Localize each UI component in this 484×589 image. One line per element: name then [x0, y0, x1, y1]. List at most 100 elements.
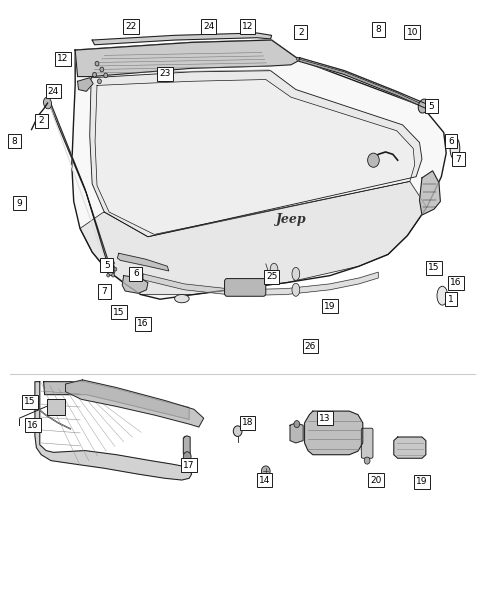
Polygon shape	[80, 181, 426, 294]
Polygon shape	[95, 80, 414, 234]
Text: 19: 19	[415, 477, 427, 487]
Ellipse shape	[291, 283, 299, 296]
Text: 8: 8	[12, 137, 17, 146]
Circle shape	[95, 61, 99, 66]
FancyBboxPatch shape	[8, 134, 21, 148]
Polygon shape	[122, 276, 148, 293]
Circle shape	[183, 452, 191, 461]
Polygon shape	[298, 58, 427, 108]
FancyBboxPatch shape	[35, 114, 47, 128]
FancyBboxPatch shape	[46, 399, 65, 415]
Text: 12: 12	[57, 54, 69, 64]
Text: 17: 17	[183, 461, 195, 470]
FancyBboxPatch shape	[181, 458, 197, 472]
Polygon shape	[393, 437, 425, 458]
FancyBboxPatch shape	[263, 270, 279, 284]
Text: 16: 16	[137, 319, 149, 329]
FancyBboxPatch shape	[100, 258, 113, 272]
Text: 23: 23	[159, 69, 170, 78]
Polygon shape	[72, 40, 445, 299]
Text: 5: 5	[104, 260, 109, 270]
Polygon shape	[419, 171, 439, 215]
Circle shape	[106, 273, 109, 277]
Text: 13: 13	[318, 413, 330, 423]
Text: 7: 7	[454, 154, 460, 164]
Polygon shape	[44, 382, 189, 419]
Text: 24: 24	[47, 87, 59, 96]
Polygon shape	[183, 436, 190, 455]
Text: 6: 6	[447, 137, 453, 146]
Circle shape	[363, 457, 369, 464]
FancyBboxPatch shape	[98, 284, 110, 299]
Text: 2: 2	[297, 28, 303, 37]
Text: 2: 2	[38, 116, 44, 125]
Text: 14: 14	[258, 475, 270, 485]
FancyBboxPatch shape	[361, 428, 372, 458]
FancyBboxPatch shape	[321, 299, 337, 313]
FancyBboxPatch shape	[294, 25, 306, 39]
Ellipse shape	[436, 286, 447, 305]
Polygon shape	[77, 78, 93, 91]
Text: 9: 9	[16, 198, 22, 208]
Polygon shape	[92, 33, 271, 45]
Circle shape	[100, 67, 104, 72]
FancyBboxPatch shape	[424, 99, 437, 113]
FancyBboxPatch shape	[55, 52, 71, 66]
Text: 25: 25	[265, 272, 277, 282]
FancyBboxPatch shape	[444, 292, 456, 306]
Circle shape	[111, 262, 114, 265]
FancyBboxPatch shape	[13, 196, 26, 210]
Circle shape	[97, 79, 101, 84]
Polygon shape	[47, 100, 111, 271]
FancyBboxPatch shape	[371, 22, 384, 37]
Polygon shape	[289, 423, 302, 443]
Circle shape	[92, 72, 96, 77]
Circle shape	[261, 466, 270, 477]
Text: 6: 6	[133, 269, 138, 279]
Ellipse shape	[291, 267, 299, 280]
Text: 26: 26	[304, 342, 316, 351]
Circle shape	[114, 267, 117, 271]
Circle shape	[104, 73, 107, 78]
Text: 1: 1	[447, 294, 453, 304]
FancyBboxPatch shape	[200, 19, 216, 34]
Circle shape	[104, 267, 107, 271]
Polygon shape	[65, 380, 203, 427]
FancyBboxPatch shape	[451, 152, 464, 166]
Circle shape	[111, 273, 114, 277]
Ellipse shape	[233, 426, 242, 436]
FancyBboxPatch shape	[256, 473, 272, 487]
FancyBboxPatch shape	[22, 395, 38, 409]
Polygon shape	[90, 71, 421, 237]
Text: 18: 18	[241, 418, 253, 428]
FancyBboxPatch shape	[111, 305, 126, 319]
Ellipse shape	[44, 97, 51, 109]
Ellipse shape	[270, 263, 277, 276]
FancyBboxPatch shape	[239, 19, 255, 34]
FancyBboxPatch shape	[157, 67, 172, 81]
Polygon shape	[304, 411, 362, 455]
FancyBboxPatch shape	[413, 475, 429, 489]
Text: 7: 7	[101, 287, 107, 296]
FancyBboxPatch shape	[302, 339, 318, 353]
Polygon shape	[35, 382, 191, 480]
FancyBboxPatch shape	[444, 134, 456, 148]
Circle shape	[293, 421, 299, 428]
Text: 5: 5	[428, 101, 434, 111]
Ellipse shape	[449, 137, 459, 160]
Ellipse shape	[174, 294, 189, 303]
Text: 20: 20	[369, 475, 381, 485]
Text: 22: 22	[125, 22, 136, 31]
Text: Jeep: Jeep	[275, 213, 306, 226]
Text: 15: 15	[427, 263, 439, 273]
FancyBboxPatch shape	[367, 473, 383, 487]
Polygon shape	[143, 272, 378, 296]
FancyBboxPatch shape	[123, 19, 138, 34]
FancyBboxPatch shape	[129, 267, 142, 281]
FancyBboxPatch shape	[135, 317, 151, 331]
Text: 12: 12	[241, 22, 253, 31]
Text: 8: 8	[375, 25, 380, 34]
Polygon shape	[117, 253, 168, 271]
FancyBboxPatch shape	[404, 25, 419, 39]
Text: 10: 10	[406, 28, 417, 37]
